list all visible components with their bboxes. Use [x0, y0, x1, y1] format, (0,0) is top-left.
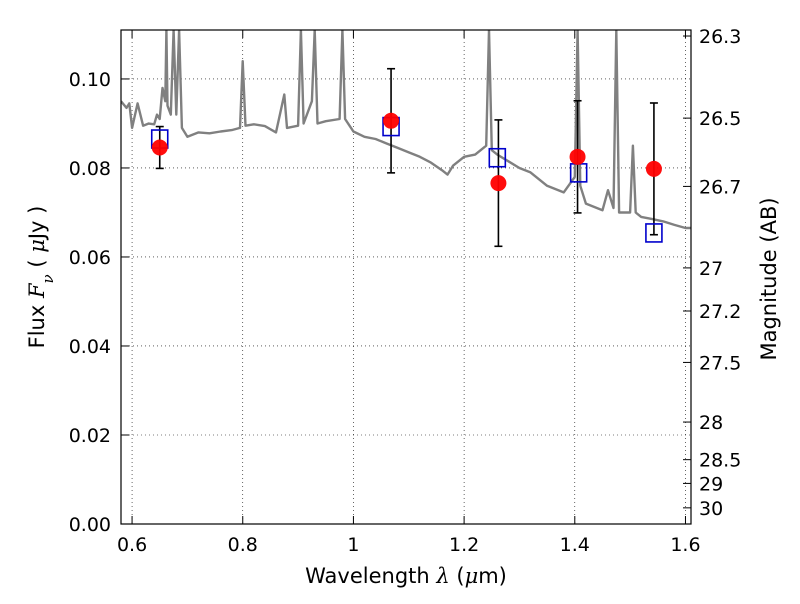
y-tick-label-1: 0.02: [69, 425, 111, 447]
tick-layer: 0.6 0.8 1 1.2 1.4 1.6 0.00 0.02 0.04 0.06 0.08 0.10…: [69, 26, 742, 556]
observed-point-3: [569, 148, 586, 165]
y-axis-title-unit-mu: μ: [25, 239, 49, 253]
y-tick-label-2: 0.04: [69, 336, 111, 358]
y-axis-title: Flux Fν ( μJy ): [25, 206, 57, 349]
x-tick-label-3: 1.2: [449, 534, 479, 556]
spectrum-line: [121, 30, 691, 230]
right-axis-title: Magnitude (AB): [757, 197, 781, 360]
x-axis-title: Wavelength λ (μm): [305, 564, 507, 588]
mag-tick-label-6: 28: [699, 412, 723, 434]
y-axis-title-subscript: ν: [39, 274, 57, 283]
x-tick-label-4: 1.4: [560, 534, 590, 556]
plot-frame: [120, 29, 692, 525]
mag-tick-label-0: 26.3: [699, 26, 741, 48]
mag-tick-label-4: 27.2: [699, 301, 741, 323]
x-tick-label-1: 0.8: [228, 534, 258, 556]
mag-tick-label-7: 28.5: [699, 450, 741, 472]
y-axis-title-prefix: Flux: [25, 298, 49, 348]
y-axis-title-open-paren: (: [25, 253, 49, 275]
y-axis-title-unit-rest: Jy ): [25, 206, 49, 242]
mag-tick-label-5: 27.5: [699, 352, 741, 374]
x-tick-label-0: 0.6: [117, 534, 147, 556]
y-tick-label-0: 0.00: [69, 514, 111, 536]
model-point-4: [645, 223, 663, 243]
spectrum-layer: [121, 30, 691, 230]
x-tick-label-5: 1.6: [670, 534, 700, 556]
y-axis-title-symbol: F: [25, 282, 49, 299]
model-point-layer: [150, 116, 663, 243]
mag-tick-label-1: 26.5: [699, 108, 741, 130]
grid-lines: [121, 30, 691, 525]
observed-point-layer: [151, 112, 662, 192]
observed-point-4: [645, 160, 662, 177]
y-tick-label-5: 0.10: [69, 69, 111, 91]
y-tick-label-4: 0.08: [69, 158, 111, 180]
observed-point-0: [151, 139, 168, 156]
x-axis-title-symbol: λ: [435, 564, 449, 588]
mag-tick-label-9: 30: [699, 498, 723, 520]
observed-point-2: [490, 175, 507, 192]
x-axis-title-unit-mu: μ: [465, 564, 479, 588]
x-axis-title-unit-rest: m): [478, 564, 507, 588]
observed-point-1: [383, 112, 400, 129]
x-axis-title-prefix: Wavelength: [305, 564, 436, 588]
y-tick-label-3: 0.06: [69, 247, 111, 269]
model-point-2: [488, 147, 507, 168]
mag-tick-label-8: 29: [699, 473, 723, 495]
mag-tick-label-2: 26.7: [699, 176, 741, 198]
mag-tick-label-3: 27: [699, 258, 723, 280]
x-tick-label-2: 1: [347, 534, 359, 556]
x-axis-title-open-paren: (: [450, 564, 465, 588]
